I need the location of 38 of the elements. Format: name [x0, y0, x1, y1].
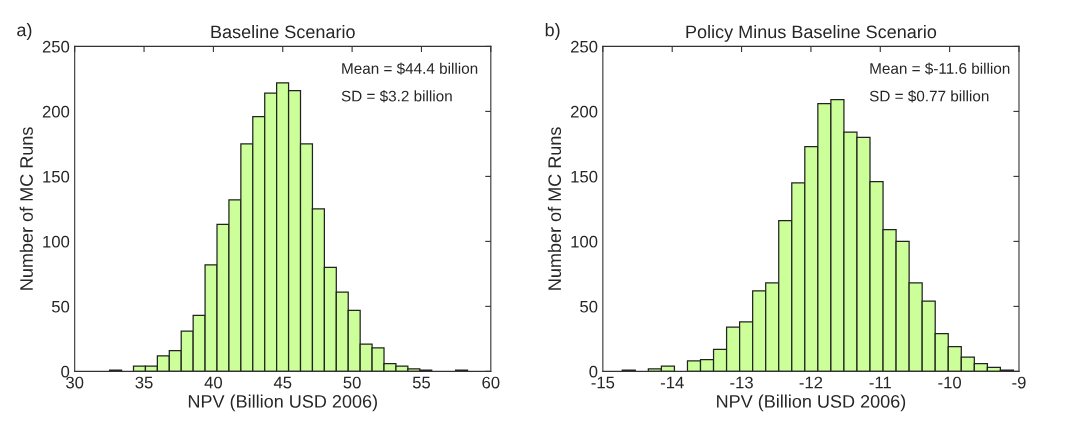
- x-tick-label: 30: [66, 376, 84, 389]
- x-tick-label: -10: [938, 376, 962, 389]
- y-tick-label: 100: [571, 235, 598, 248]
- y-tick-label: 250: [571, 40, 598, 53]
- x-tick-label: -12: [799, 376, 823, 389]
- y-axis-title: Number of MC Runs: [547, 127, 562, 290]
- annotation: SD = $0.77 billion: [869, 90, 989, 103]
- text: a): [17, 23, 32, 40]
- y-axis-title: Number of MC Runs: [19, 127, 33, 290]
- x-tick-label: -13: [730, 376, 753, 389]
- y-tick-label: 250: [42, 40, 70, 53]
- chart-title: Baseline Scenario: [211, 25, 355, 39]
- x-axis-title: NPV (Billion USD 2006): [188, 394, 377, 412]
- x-axis-title: NPV (Billion USD 2006): [717, 394, 906, 412]
- x-tick-label: 60: [482, 376, 500, 389]
- text: b): [545, 23, 560, 40]
- x-tick-label: 35: [135, 376, 153, 389]
- y-tick-label: 0: [589, 365, 598, 378]
- y-tick-label: 100: [43, 235, 70, 248]
- annotation: SD = $3.2 billion: [341, 90, 452, 103]
- x-tick-label: 50: [343, 376, 361, 389]
- y-tick-label: 150: [571, 170, 598, 183]
- x-tick-label: 45: [273, 376, 292, 389]
- y-tick-label: 50: [51, 300, 70, 313]
- x-tick-label: -9: [1012, 376, 1026, 389]
- annotation: Mean = $-11.6 billion: [870, 62, 1010, 75]
- y-tick-label: 200: [42, 105, 70, 118]
- x-tick-label: -15: [591, 376, 615, 389]
- y-tick-label: 50: [580, 300, 598, 313]
- chart-title: Policy Minus Baseline Scenario: [686, 25, 937, 42]
- y-tick-label: 200: [571, 105, 598, 118]
- x-tick-label: 55: [412, 376, 431, 389]
- x-tick-label: 40: [204, 376, 223, 389]
- annotation: Mean = $44.4 billion: [342, 62, 478, 75]
- y-tick-label: 0: [61, 365, 70, 378]
- x-tick-label: -11: [869, 376, 891, 389]
- x-tick-label: -14: [660, 376, 684, 389]
- y-tick-label: 150: [43, 170, 70, 183]
